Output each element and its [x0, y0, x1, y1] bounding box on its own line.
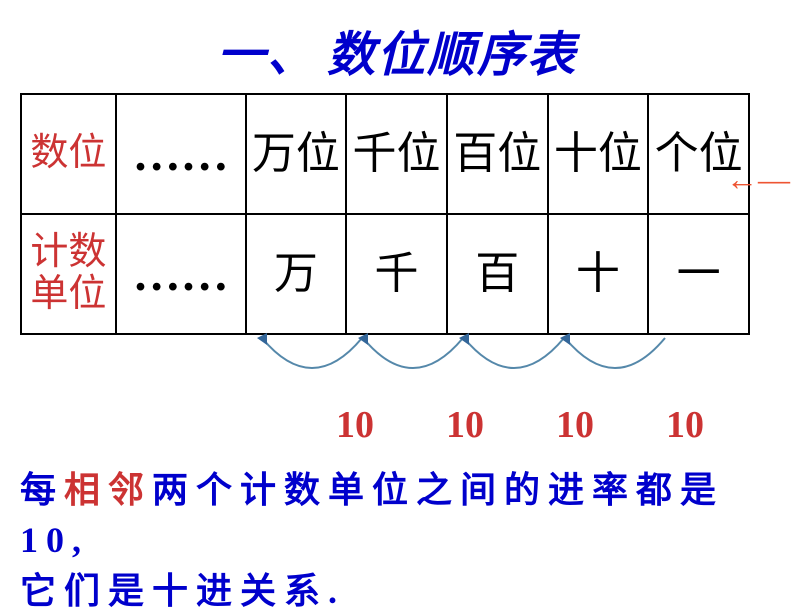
rate-values-row: 10 10 10 10	[300, 403, 740, 447]
digit-cell: 百位	[447, 94, 548, 214]
row-header-position: 数位	[21, 94, 116, 214]
text-highlight: 相邻	[64, 470, 152, 510]
explanation-text: 每相邻两个计数单位之间的进率都是10, 它们是十进关系.	[20, 465, 770, 616]
digit-cell: 十位	[548, 94, 649, 214]
place-value-table-container: 数位 …… 万位 千位 百位 十位 个位 计数单位 …… 万 千 百 十 一 ←…	[20, 93, 750, 335]
row-header-unit: 计数单位	[21, 214, 116, 334]
rate-value: 10	[446, 403, 484, 447]
rate-value: 10	[556, 403, 594, 447]
ellipsis-cell: ……	[116, 214, 246, 334]
unit-cell: 一	[648, 214, 749, 334]
unit-cell: 万	[246, 214, 347, 334]
arrow-pointer-icon: ←—	[726, 161, 790, 198]
title-main: 数位顺序表	[327, 29, 577, 82]
unit-cell: 十	[548, 214, 649, 334]
rate-value: 10	[666, 403, 704, 447]
unit-cell: 百	[447, 214, 548, 334]
table-row-units: 计数单位 …… 万 千 百 十 一	[21, 214, 749, 334]
digit-cell: 千位	[346, 94, 447, 214]
title-prefix: 一、	[217, 29, 317, 82]
ellipsis-cell: ……	[116, 94, 246, 214]
place-value-table: 数位 …… 万位 千位 百位 十位 个位 计数单位 …… 万 千 百 十 一	[20, 93, 750, 335]
table-row-positions: 数位 …… 万位 千位 百位 十位 个位	[21, 94, 749, 214]
page-title: 一、数位顺序表	[0, 15, 794, 85]
rate-arc	[555, 333, 675, 388]
rate-value: 10	[336, 403, 374, 447]
text-part: 它们是十进关系.	[20, 571, 345, 611]
unit-cell: 千	[346, 214, 447, 334]
arcs-container	[252, 333, 752, 393]
digit-cell: 万位	[246, 94, 347, 214]
text-part: 每	[20, 470, 64, 510]
